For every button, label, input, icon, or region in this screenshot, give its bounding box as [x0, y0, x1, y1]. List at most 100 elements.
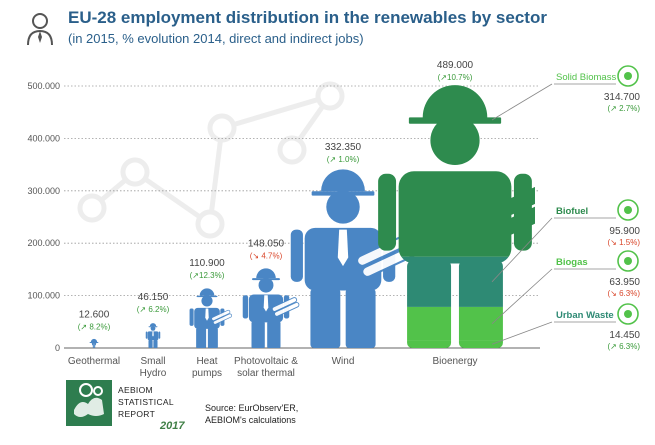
leg-right — [267, 321, 281, 348]
biofuel-icon — [617, 199, 639, 221]
x-category-label: Photovoltaic & — [234, 356, 298, 367]
arm-left — [290, 229, 303, 282]
head — [258, 277, 274, 293]
leg-left — [148, 339, 153, 348]
worker-figure-2 — [189, 288, 233, 348]
aebiom-logo — [66, 380, 112, 426]
report-label-line: AEBIOM — [118, 385, 153, 395]
head — [326, 190, 360, 224]
breakdown-value-label: 63.950 — [609, 277, 640, 288]
arm-left — [189, 308, 194, 326]
worker-figure-3 — [242, 268, 300, 348]
report-label-line: REPORT — [118, 409, 156, 419]
tie — [337, 229, 349, 267]
y-tick-label: 200.000 — [27, 238, 60, 248]
hard-hat — [321, 169, 365, 192]
decor-node — [120, 157, 150, 187]
bioenergy-segment-solid-biomass — [378, 85, 535, 257]
solid-biomass-icon — [617, 65, 639, 87]
bioenergy-breakdown: Solid Biomass 314.700(↗ 2.7%) Biofuel 95.90… — [491, 65, 641, 351]
pipe — [211, 309, 231, 321]
icon-core — [624, 257, 632, 265]
bar-change-label: (↗ 1.0%) — [327, 155, 360, 164]
decor-node — [77, 193, 107, 223]
breakdown-connector — [491, 217, 553, 283]
bar-change-label: (↗12.3%) — [190, 271, 225, 280]
arm-right — [158, 331, 161, 339]
bioenergy-segment-biofuel — [378, 256, 535, 307]
tie — [205, 308, 209, 321]
leg-left — [196, 328, 207, 348]
background-network-decoration — [77, 81, 345, 239]
decor-node — [195, 209, 225, 239]
bar-labels: 12.600 (↗ 8.2%) 46.150 (↗ 6.2%) 110.900 (↗12.… — [78, 60, 474, 332]
breakdown-change-label: (↘ 1.5%) — [608, 238, 641, 247]
breakdown-value-label: 14.450 — [609, 330, 640, 341]
bar-value-label: 332.350 — [325, 142, 362, 153]
worker-figure-1 — [145, 323, 161, 348]
icon-core — [624, 206, 632, 214]
x-category-label: Geothermal — [68, 356, 120, 367]
hard-hat — [256, 268, 276, 279]
y-tick-label: 100.000 — [27, 291, 60, 301]
x-category-label: Wind — [332, 356, 355, 367]
bar-change-label: (↗10.7%) — [438, 73, 473, 82]
bar-value-label: 46.150 — [138, 292, 169, 303]
decor-node — [277, 135, 307, 165]
x-category-label: Small — [140, 356, 165, 367]
breakdown-name: Solid Biomass — [556, 72, 616, 83]
leg-right — [153, 339, 158, 348]
y-tick-label: 500.000 — [27, 81, 60, 91]
bioenergy-segment-biogas — [378, 306, 535, 341]
report-year: 2017 — [160, 420, 185, 432]
report-label: AEBIOM STATISTICAL REPORT — [118, 384, 174, 420]
pipe — [271, 297, 298, 312]
arm-left — [145, 331, 148, 339]
leg-right — [345, 288, 376, 348]
source-line: AEBIOM's calculations — [205, 415, 296, 425]
head — [150, 326, 156, 331]
decor-node — [207, 113, 237, 143]
person-icon — [26, 12, 54, 51]
bar-value-label: 489.000 — [437, 60, 474, 71]
x-category-label: Hydro — [140, 368, 167, 379]
hard-hat — [199, 288, 215, 296]
breakdown-value-label: 95.900 — [609, 226, 640, 237]
breakdown-change-label: (↗ 6.3%) — [608, 342, 641, 351]
bioenergy-segment-urban-waste — [378, 340, 535, 348]
x-category-label: Bioenergy — [432, 356, 477, 367]
y-tick-label: 0 — [55, 343, 60, 353]
bar-change-label: (↗ 8.2%) — [78, 322, 111, 331]
breakdown-name: Biogas — [556, 257, 588, 268]
urban-waste-icon — [617, 303, 639, 325]
bar-value-label: 110.900 — [189, 258, 225, 269]
pipe — [274, 302, 300, 317]
breakdown-name: Urban Waste — [556, 310, 614, 321]
tie — [152, 331, 154, 337]
leg-left — [310, 288, 341, 348]
bar-change-label: (↗ 6.2%) — [137, 305, 170, 314]
breakdown-connector — [491, 321, 553, 345]
icon-core — [624, 310, 632, 318]
breakdown-connector — [491, 83, 553, 121]
source-line: Source: EurObserv'ER, — [205, 403, 299, 413]
breakdown-change-label: (↘ 6.3%) — [608, 289, 641, 298]
breakdown-value-label: 314.700 — [604, 92, 641, 103]
x-category-label: pumps — [192, 368, 222, 379]
y-tick-label: 300.000 — [27, 186, 60, 196]
y-tick-label: 400.000 — [27, 133, 60, 143]
report-label-line: STATISTICAL — [118, 397, 174, 407]
leg-left — [251, 321, 265, 348]
bar-value-label: 12.600 — [79, 309, 110, 320]
bar-change-label: (↘ 4.7%) — [250, 251, 283, 260]
arm-left — [242, 295, 249, 319]
bar-value-label: 148.050 — [248, 238, 285, 249]
pipe — [213, 313, 233, 325]
hard-hat — [149, 323, 157, 327]
breakdown-change-label: (↗ 2.7%) — [608, 104, 641, 113]
y-axis: 0 100.000 200.000 300.000 400.000 500.000 — [27, 81, 540, 353]
tie — [263, 295, 269, 312]
breakdown-name: Biofuel — [556, 206, 588, 217]
